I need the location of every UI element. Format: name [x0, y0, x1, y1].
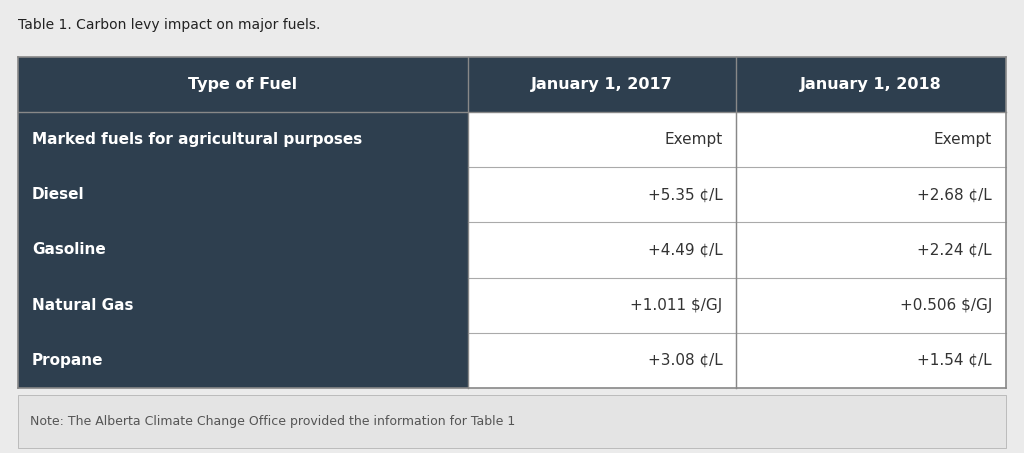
Bar — [736, 112, 1006, 167]
Bar — [736, 333, 1006, 388]
Text: +2.68 ¢/L: +2.68 ¢/L — [918, 187, 992, 202]
Text: January 1, 2018: January 1, 2018 — [801, 77, 942, 92]
Text: Diesel: Diesel — [32, 187, 85, 202]
Text: Exempt: Exempt — [664, 132, 722, 147]
Bar — [468, 222, 736, 278]
Text: +1.54 ¢/L: +1.54 ¢/L — [918, 353, 992, 368]
Text: Table 1. Carbon levy impact on major fuels.: Table 1. Carbon levy impact on major fue… — [18, 18, 321, 32]
Bar — [736, 222, 1006, 278]
Text: +0.506 $/GJ: +0.506 $/GJ — [900, 298, 992, 313]
Text: +4.49 ¢/L: +4.49 ¢/L — [647, 242, 722, 257]
Bar — [18, 167, 468, 222]
Text: January 1, 2017: January 1, 2017 — [531, 77, 673, 92]
Bar — [18, 333, 468, 388]
Bar — [18, 278, 468, 333]
Bar — [468, 112, 736, 167]
Bar — [18, 57, 1006, 112]
Text: Gasoline: Gasoline — [32, 242, 105, 257]
Text: Propane: Propane — [32, 353, 103, 368]
Bar — [18, 222, 468, 278]
Bar — [18, 57, 1006, 388]
Bar — [18, 395, 1006, 448]
Bar — [468, 167, 736, 222]
Text: +2.24 ¢/L: +2.24 ¢/L — [918, 242, 992, 257]
Text: +3.08 ¢/L: +3.08 ¢/L — [647, 353, 722, 368]
Bar — [736, 278, 1006, 333]
Text: +5.35 ¢/L: +5.35 ¢/L — [647, 187, 722, 202]
Text: +1.011 $/GJ: +1.011 $/GJ — [630, 298, 722, 313]
Text: Marked fuels for agricultural purposes: Marked fuels for agricultural purposes — [32, 132, 362, 147]
Bar — [468, 278, 736, 333]
Bar — [736, 167, 1006, 222]
Text: Type of Fuel: Type of Fuel — [188, 77, 297, 92]
Text: Natural Gas: Natural Gas — [32, 298, 133, 313]
Bar — [468, 333, 736, 388]
Text: Exempt: Exempt — [934, 132, 992, 147]
Bar — [18, 112, 468, 167]
Text: Note: The Alberta Climate Change Office provided the information for Table 1: Note: The Alberta Climate Change Office … — [30, 415, 515, 428]
